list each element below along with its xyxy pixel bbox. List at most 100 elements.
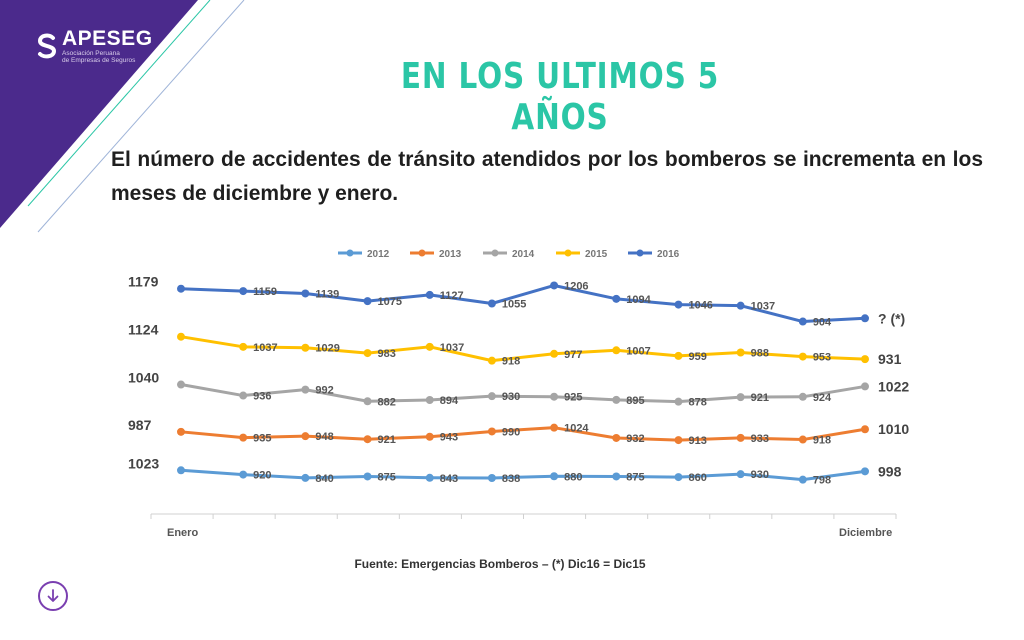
data-point-2015-Jul [550, 349, 559, 358]
data-point-2015-May [425, 342, 434, 351]
data-label-2015-Dic: 931 [878, 351, 902, 367]
data-point-2016-Nov [798, 317, 807, 326]
legend-label-2013: 2013 [439, 249, 462, 260]
data-label-2013-Jul: 1024 [564, 423, 589, 435]
data-label-2013-Oct: 933 [751, 433, 769, 445]
series-line-2015 [180, 335, 866, 363]
data-point-2014-Oct [736, 393, 745, 402]
data-point-2013-Feb [239, 433, 248, 442]
data-label-2014-Ago: 895 [626, 395, 644, 407]
scroll-down-button[interactable] [38, 581, 68, 611]
data-point-2012-Nov [798, 475, 807, 484]
series-line-2013 [180, 426, 866, 442]
data-label-2014-Jun: 930 [502, 391, 520, 403]
data-point-2012-Mar [301, 473, 310, 482]
data-label-2012-Sep: 860 [688, 472, 706, 484]
data-label-2014-Nov: 924 [813, 392, 832, 404]
data-point-2016-Ago [612, 294, 621, 303]
data-label-2014-Abr: 882 [378, 396, 396, 408]
data-point-2016-Abr [363, 297, 372, 306]
data-point-2013-Sep [674, 436, 683, 445]
data-point-2012-Jul [550, 472, 559, 481]
data-label-2015-Jul: 977 [564, 349, 582, 361]
chart-source-note: Fuente: Emergencias Bomberos – (*) Dic16… [354, 557, 646, 571]
data-point-2015-Oct [736, 348, 745, 357]
data-point-2014-Sep [674, 397, 683, 406]
data-label-2013-Sep: 913 [688, 435, 706, 447]
x-axis-end-label: Diciembre [839, 527, 892, 539]
data-point-2015-Feb [239, 342, 248, 351]
data-label-2016-Dic: ? (*) [878, 310, 905, 326]
data-point-2013-Abr [363, 435, 372, 444]
data-label-2013-May: 943 [440, 432, 458, 444]
legend-marker-2012 [346, 249, 354, 257]
data-point-2014-Dic [861, 382, 869, 391]
data-label-2015-Sep: 959 [688, 351, 706, 363]
data-label-2014-Dic: 1022 [878, 378, 909, 394]
data-point-2016-Jul [550, 281, 559, 290]
data-label-2012-Ene: 1023 [128, 455, 159, 471]
data-point-2016-Oct [736, 301, 745, 310]
data-point-2013-Dic [861, 425, 869, 434]
data-label-2012-Oct: 930 [751, 469, 769, 481]
data-point-2014-Abr [363, 397, 372, 406]
data-point-2013-Jul [550, 423, 559, 432]
chart-data-labels: 1023 920 840 875 843 838 880 875 860 930 798 998 987… [128, 274, 909, 487]
data-point-2016-Dic [861, 314, 869, 323]
data-point-2014-Ene [177, 380, 185, 389]
logo-subtitle-line1: Asociación Peruana [62, 50, 120, 57]
apeseg-logo-icon [37, 33, 57, 59]
data-point-2016-Jun [487, 299, 496, 308]
data-label-2012-Dic: 998 [878, 463, 902, 479]
data-point-2015-Ene [177, 332, 185, 341]
chart-series [177, 281, 869, 484]
legend-label-2014: 2014 [512, 249, 535, 260]
data-point-2013-May [425, 432, 434, 441]
data-label-2013-Nov: 918 [813, 435, 831, 447]
logo-subtitle-line2: de Empresas de Seguros [62, 57, 136, 64]
data-label-2016-Jul: 1206 [564, 280, 588, 292]
data-label-2013-Ene: 987 [128, 417, 152, 433]
data-point-2012-Dic [861, 467, 869, 476]
blue-diagonal-line [37, 0, 245, 233]
chart-legend: 2012 2013 2014 2015 2016 [338, 249, 680, 260]
data-point-2014-Feb [239, 391, 248, 400]
data-point-2014-Ago [612, 395, 621, 404]
data-point-2012-Ene [177, 466, 185, 475]
data-label-2015-Oct: 988 [751, 348, 769, 360]
arrow-down-circle-icon [47, 589, 59, 602]
data-label-2013-Dic: 1010 [878, 421, 909, 437]
data-label-2015-Ago: 1007 [626, 345, 650, 357]
series-line-2012 [180, 468, 866, 482]
data-label-2016-Ene: 1179 [128, 274, 159, 290]
data-point-2012-Sep [674, 473, 683, 482]
data-point-2013-Nov [798, 435, 807, 444]
data-label-2016-Ago: 1094 [626, 294, 651, 306]
data-label-2012-May: 843 [440, 473, 458, 485]
data-point-2012-Feb [239, 470, 248, 479]
data-label-2014-Mar: 992 [315, 385, 333, 397]
data-label-2016-Sep: 1046 [688, 300, 712, 312]
legend-marker-2016 [636, 249, 644, 257]
data-label-2015-Feb: 1037 [253, 342, 277, 354]
apeseg-logo: APESEG Asociación Peruana de Empresas de… [36, 28, 153, 64]
data-point-2016-May [425, 290, 434, 299]
series-line-2014 [180, 383, 866, 404]
data-label-2015-Jun: 918 [502, 356, 520, 368]
data-label-2016-Mar: 1139 [315, 288, 339, 300]
data-label-2012-Abr: 875 [378, 471, 396, 483]
data-point-2013-Ene [177, 427, 185, 436]
legend-label-2015: 2015 [585, 249, 608, 260]
data-label-2012-Jul: 880 [564, 471, 582, 483]
data-point-2015-Ago [612, 346, 621, 355]
data-label-2014-Jul: 925 [564, 392, 582, 404]
data-point-2012-Ago [612, 472, 621, 481]
data-point-2012-Oct [736, 470, 745, 479]
data-label-2016-Abr: 1075 [378, 296, 402, 308]
data-point-2016-Mar [301, 289, 310, 298]
data-label-2012-Feb: 920 [253, 470, 271, 482]
data-point-2012-Jun [487, 474, 496, 482]
legend-marker-2013 [418, 249, 426, 257]
data-label-2016-Jun: 1055 [502, 299, 526, 311]
